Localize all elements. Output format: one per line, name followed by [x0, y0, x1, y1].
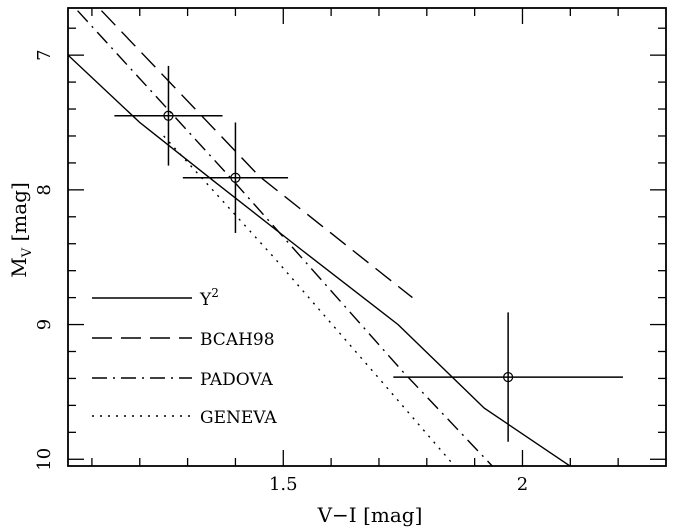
ticks-layer: 1.5 2 7 8 9 10: [34, 8, 666, 495]
legend-item-padova: PADOVA: [92, 370, 274, 390]
legend-item-y: Y2: [92, 286, 219, 310]
series-line-bcah98: [100, 10, 413, 299]
points-layer: [114, 65, 623, 442]
data-point-2: [182, 122, 289, 233]
x-axis-label: V−I [mag]: [317, 503, 423, 527]
series-line-padova: [77, 10, 494, 466]
data-point-marker: [163, 110, 174, 121]
legend-item-geneva: GENEVA: [92, 408, 277, 428]
legend: Y2 BCAH98 PADOVA GENEVA: [92, 286, 277, 428]
series-line-geneva: [163, 135, 456, 466]
data-point-1: [114, 65, 223, 166]
plot-border: [67, 7, 667, 467]
legend-label: Y2: [199, 286, 219, 310]
data-point-marker: [230, 172, 241, 183]
x-tick-label: 2: [517, 474, 528, 495]
data-point-3: [393, 312, 623, 442]
y-axis-label: MV [mag]: [7, 182, 35, 278]
series-layer: [68, 10, 572, 466]
y-tick-label: 7: [34, 49, 55, 60]
series-line-y: [68, 54, 572, 466]
legend-item-bcah98: BCAH98: [92, 330, 275, 350]
data-point-marker: [503, 371, 514, 383]
y-axis-label-unit: [mag]: [7, 182, 31, 248]
legend-label: GENEVA: [200, 408, 277, 428]
y-tick-label: 8: [34, 184, 55, 195]
plot-frame: [67, 7, 667, 467]
x-tick-label: 1.5: [269, 474, 298, 495]
y-tick-label: 9: [34, 319, 55, 330]
y-axis-label-text: MV [mag]: [7, 182, 35, 278]
y-tick-label: 10: [34, 448, 55, 471]
legend-label: BCAH98: [200, 330, 275, 350]
y-axis-label-main: M: [7, 257, 31, 277]
legend-label: PADOVA: [200, 370, 274, 390]
y-axis-label-sub: V: [20, 247, 35, 258]
